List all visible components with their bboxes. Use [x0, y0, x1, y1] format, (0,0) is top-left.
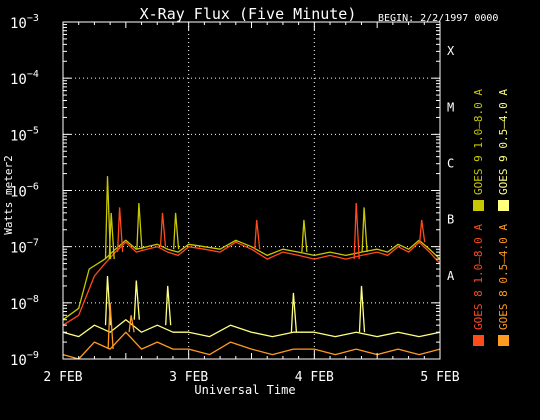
flare-spike: [361, 207, 368, 253]
x-tick-label: 3 FEB: [169, 370, 208, 385]
flare-spike: [290, 292, 298, 333]
legend: GOES 8 1.0–8.0 A GOES 9 1.0–8.0 A GOES 8 0…: [472, 89, 510, 346]
x-tick-label: 2 FEB: [43, 370, 82, 385]
flare-spike: [301, 219, 308, 253]
flare-spike: [353, 202, 360, 260]
y-tick-label: 10−3: [10, 13, 39, 32]
flare-spike: [419, 219, 426, 243]
legend-swatch: [473, 335, 484, 346]
series-layer: [62, 176, 441, 360]
flare-spike: [254, 219, 261, 250]
flare-spike: [116, 207, 124, 253]
y-tick-label: 10−7: [10, 238, 39, 257]
x-tick-label: 4 FEB: [295, 370, 334, 385]
begin-label: BEGIN: 2/2/1997 0000: [378, 13, 498, 24]
legend-swatch: [498, 200, 509, 211]
legend-label: GOES 9 1.0–8.0 A: [472, 89, 485, 195]
flare-spike: [136, 202, 143, 250]
flare-class-label: B: [447, 213, 454, 227]
series-line: [62, 241, 441, 326]
y-axis-label: Watts meter2: [2, 155, 15, 234]
flare-spike: [107, 302, 114, 350]
axis-ticks: 10−3 10−4 10−5 10−6 10−7 10−8 10−9 X M C B A 2 FEB 3 …: [10, 13, 460, 385]
flare-class-label: C: [447, 156, 454, 170]
x-tick-label: 5 FEB: [420, 370, 459, 385]
flare-spike: [133, 280, 140, 320]
series-line: [62, 331, 441, 360]
flare-spike: [104, 176, 112, 260]
legend-swatch: [473, 200, 484, 211]
x-axis-label: Universal Time: [194, 383, 295, 397]
flare-spike: [159, 212, 167, 247]
y-tick-label: 10−4: [10, 69, 39, 88]
flare-spike: [108, 212, 115, 260]
series-line: [62, 319, 441, 338]
y-tick-label: 10−8: [10, 294, 39, 313]
series-line: [62, 239, 441, 321]
flare-spike: [128, 315, 135, 333]
flare-spike: [358, 285, 366, 333]
legend-label: GOES 8 1.0–8.0 A: [472, 224, 485, 330]
flare-class-label: M: [447, 100, 454, 114]
y-tick-label: 10−6: [10, 182, 39, 201]
y-tick-label: 10−5: [10, 125, 39, 144]
legend-swatch: [498, 335, 509, 346]
flare-spike: [172, 212, 180, 250]
flare-spike: [165, 285, 172, 326]
flare-class-label: A: [447, 269, 455, 283]
legend-label: GOES 8 0.5–4.0 A: [497, 224, 510, 330]
legend-label: GOES 9 0.5–4.0 A: [497, 89, 510, 195]
chart-title: X-Ray Flux (Five Minute): [140, 5, 357, 23]
flare-class-label: X: [447, 44, 455, 58]
y-tick-label: 10−9: [10, 350, 39, 369]
